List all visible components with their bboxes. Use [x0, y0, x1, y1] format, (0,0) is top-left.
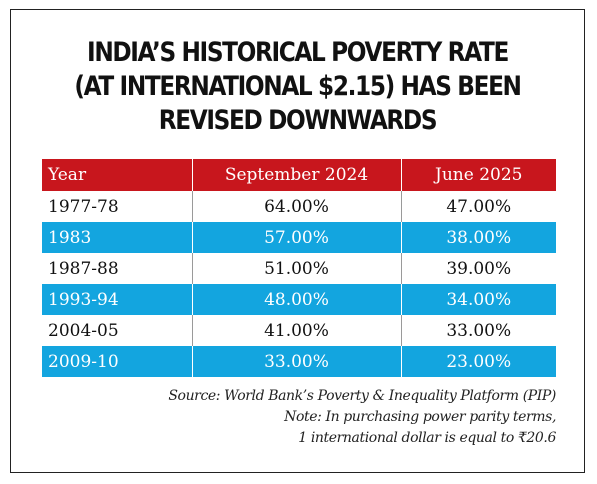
ppp-note-line-2: 1 international dollar is equal to ₹20.6 [298, 430, 556, 446]
table-row: 1987-88 51.00% 39.00% [42, 253, 556, 284]
table-row: 1993-94 48.00% 34.00% [42, 284, 556, 315]
table-row: 2004-05 41.00% 33.00% [42, 315, 556, 346]
cell-year: 2009-10 [42, 346, 192, 377]
cell-year: 2004-05 [42, 315, 192, 346]
cell-june-2025: 38.00% [400, 222, 556, 253]
cell-september-2024: 64.00% [191, 191, 401, 222]
table-row: 2009-10 33.00% 23.00% [42, 346, 556, 377]
cell-june-2025: 47.00% [400, 191, 556, 222]
header-june-2025: June 2025 [400, 159, 556, 191]
cell-june-2025: 33.00% [400, 315, 556, 346]
cell-september-2024: 51.00% [191, 253, 401, 284]
poverty-rate-table: Year September 2024 June 2025 1977-78 64… [42, 159, 556, 377]
title-line-2: (AT INTERNATIONAL $2.15) HAS BEEN [74, 71, 522, 102]
cell-september-2024: 48.00% [191, 284, 401, 315]
cell-june-2025: 39.00% [400, 253, 556, 284]
cell-year: 1987-88 [42, 253, 192, 284]
cell-june-2025: 23.00% [400, 346, 556, 377]
ppp-note-line-1: Note: In purchasing power parity terms, [284, 409, 556, 425]
cell-june-2025: 34.00% [400, 284, 556, 315]
cell-september-2024: 57.00% [191, 222, 401, 253]
table-row: 1983 57.00% 38.00% [42, 222, 556, 253]
chart-title: INDIA’S HISTORICAL POVERTY RATE (AT INTE… [51, 36, 544, 138]
source-note: Source: World Bank’s Poverty & Inequalit… [168, 388, 556, 404]
title-line-3: REVISED DOWNWARDS [158, 105, 438, 136]
cell-year: 1983 [42, 222, 192, 253]
cell-september-2024: 33.00% [191, 346, 401, 377]
header-september-2024: September 2024 [191, 159, 401, 191]
cell-september-2024: 41.00% [191, 315, 401, 346]
title-line-1: INDIA’S HISTORICAL POVERTY RATE [87, 37, 509, 68]
table-header-row: Year September 2024 June 2025 [42, 159, 556, 191]
table-row: 1977-78 64.00% 47.00% [42, 191, 556, 222]
footnotes: Source: World Bank’s Poverty & Inequalit… [168, 386, 556, 449]
cell-year: 1977-78 [42, 191, 192, 222]
header-year: Year [42, 159, 192, 191]
cell-year: 1993-94 [42, 284, 192, 315]
